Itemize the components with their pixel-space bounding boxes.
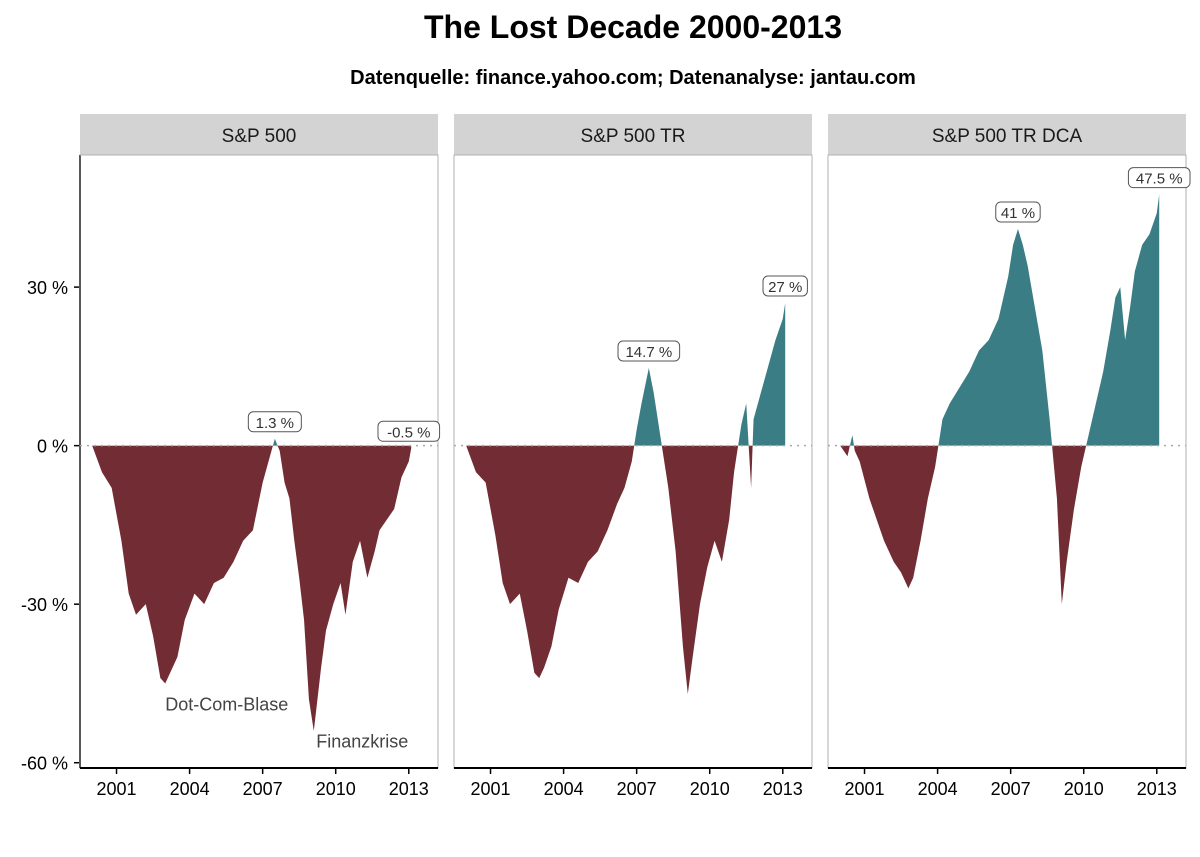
x-tick-label: 2001	[471, 779, 511, 799]
value-label: 47.5 %	[1127, 167, 1191, 189]
value-label: 1.3 %	[247, 411, 302, 433]
value-label-box	[247, 411, 302, 433]
annotation: Finanzkrise	[316, 732, 408, 752]
x-tick-label: 2013	[763, 779, 803, 799]
x-tick-label: 2013	[1137, 779, 1177, 799]
x-tick-label: 2007	[243, 779, 283, 799]
facet-title: S&P 500 TR	[581, 126, 686, 147]
value-label: 41 %	[995, 201, 1041, 223]
value-label-box	[762, 275, 808, 297]
x-tick-label: 2010	[1064, 779, 1104, 799]
value-label-box	[617, 340, 681, 362]
area-positive	[634, 302, 786, 446]
area-positive	[272, 438, 278, 446]
value-label-box	[995, 201, 1041, 223]
value-label-text: 1.3 %	[256, 415, 294, 432]
x-tick-label: 2004	[170, 779, 210, 799]
y-tick-label: 0 %	[37, 437, 68, 457]
annotation: Dot-Com-Blase	[165, 695, 288, 715]
value-label-box	[377, 420, 441, 442]
x-tick-label: 2007	[617, 779, 657, 799]
facet-sandp-500-tr-dca: S&P 500 TR DCA 2001 2004 2007 2010 2013 41 % 47…	[827, 114, 1191, 799]
x-tick-label: 2010	[690, 779, 730, 799]
value-label-text: 47.5 %	[1136, 171, 1183, 188]
y-tick-label: -60 %	[21, 754, 68, 774]
y-axis: 30 % 0 % -30 % -60 %	[21, 155, 81, 774]
facet-strip	[80, 114, 438, 155]
value-label: -0.5 %	[377, 420, 441, 442]
x-tick-label: 2001	[845, 779, 885, 799]
x-tick-label: 2001	[97, 779, 137, 799]
facet-panels: S&P 500 2001 2004 2007 2010 2013 1.3 % -0.5 % Do…	[79, 114, 1191, 799]
facet-sandp-500-tr: S&P 500 TR 2001 2004 2007 2010 2013 14.7 % 27 %	[453, 114, 813, 799]
x-tick-label: 2010	[316, 779, 356, 799]
value-label: 27 %	[762, 275, 808, 297]
facet-sandp-500: S&P 500 2001 2004 2007 2010 2013 1.3 % -0.5 % Do…	[79, 114, 441, 799]
y-tick-label: -30 %	[21, 595, 68, 615]
facet-strip	[454, 114, 812, 155]
facet-title: S&P 500 TR DCA	[932, 126, 1083, 147]
value-label-text: 27 %	[768, 279, 802, 296]
facet-strip	[828, 114, 1186, 155]
area-positive	[849, 194, 1160, 446]
area-negative	[92, 445, 412, 732]
value-label-text: -0.5 %	[387, 424, 430, 441]
x-tick-label: 2013	[389, 779, 429, 799]
value-label: 14.7 %	[617, 340, 681, 362]
x-tick-label: 2004	[918, 779, 958, 799]
facet-title: S&P 500	[222, 126, 297, 147]
x-tick-label: 2004	[544, 779, 584, 799]
y-tick-label: 30 %	[27, 278, 68, 298]
area-negative	[466, 445, 786, 695]
value-label-text: 14.7 %	[625, 344, 672, 361]
value-label-box	[1127, 167, 1191, 189]
value-label-text: 41 %	[1001, 205, 1035, 222]
x-tick-label: 2007	[991, 779, 1031, 799]
chart-title: The Lost Decade 2000-2013	[424, 9, 842, 45]
area-negative	[840, 445, 1160, 605]
chart-subtitle: Datenquelle: finance.yahoo.com; Datenana…	[350, 67, 916, 89]
